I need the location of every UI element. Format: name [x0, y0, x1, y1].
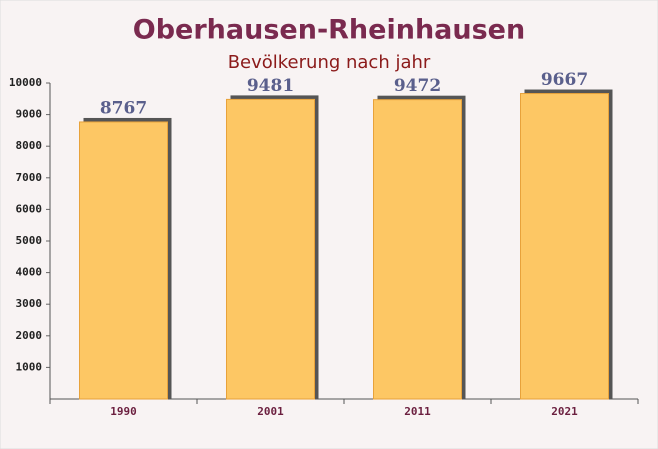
- x-tick-label: 1990: [110, 405, 137, 418]
- y-tick-label: 3000: [16, 297, 43, 310]
- y-tick-label: 1000: [16, 360, 43, 373]
- y-tick-label: 4000: [16, 266, 43, 279]
- y-tick-label: 2000: [16, 329, 43, 342]
- bar: [520, 93, 609, 400]
- x-tick-label: 2021: [551, 405, 578, 418]
- x-tick-label: 2011: [404, 405, 431, 418]
- value-label: 9667: [541, 70, 588, 90]
- y-tick-label: 8000: [16, 139, 43, 152]
- x-tick-label: 2001: [257, 405, 284, 418]
- y-tick-label: 9000: [16, 108, 43, 121]
- value-label: 9472: [394, 76, 441, 96]
- bar: [226, 98, 315, 400]
- value-label: 8767: [100, 98, 147, 118]
- y-tick-label: 10000: [9, 76, 42, 89]
- bar: [373, 99, 462, 400]
- chart-title: Oberhausen-Rheinhausen: [133, 15, 525, 46]
- y-tick-label: 7000: [16, 171, 43, 184]
- y-tick-label: 5000: [16, 234, 43, 247]
- value-label: 9481: [247, 76, 294, 96]
- chart-subtitle: Bevölkerung nach jahr: [228, 52, 431, 73]
- bar: [79, 121, 168, 400]
- y-tick-label: 6000: [16, 202, 43, 215]
